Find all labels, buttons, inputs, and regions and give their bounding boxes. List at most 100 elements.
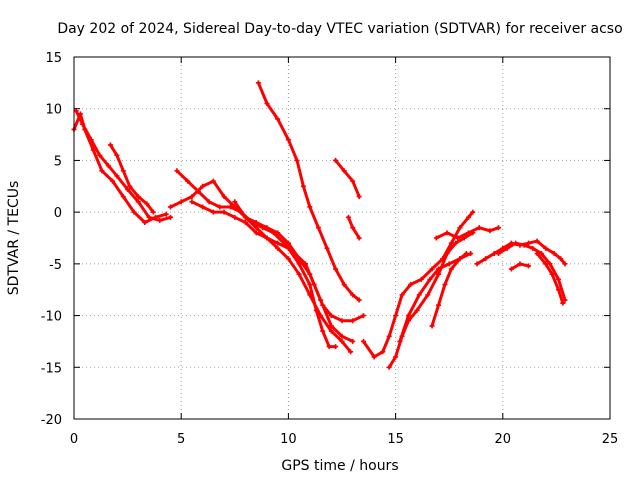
data-series [71,80,568,370]
data-point [371,354,377,360]
data-point [185,178,191,184]
data-point [285,240,291,246]
data-point [275,245,281,251]
y-axis-label: SDTVAR / TECUs [6,181,22,296]
series-track-o [433,225,502,241]
series-line [334,158,361,199]
data-point [556,287,562,293]
data-point [513,240,519,246]
data-point [275,240,281,246]
data-point [356,297,362,303]
data-point [228,204,234,210]
y-tick-label: -5 [49,258,62,273]
data-point [142,219,148,225]
data-point [435,271,441,277]
data-point [146,214,152,220]
data-point [350,178,356,184]
data-point [328,323,334,329]
grid-lines [74,57,610,419]
data-point [315,225,321,231]
data-point [380,349,386,355]
y-tick-label: -20 [41,413,62,428]
data-point [491,251,497,257]
data-point [105,163,111,169]
data-point [457,256,463,262]
data-point [163,211,169,217]
data-point [200,204,206,210]
data-point [496,251,502,257]
data-point [534,251,540,257]
data-point [433,235,439,241]
series-track-h [255,80,362,303]
y-tick-label: 10 [45,103,62,118]
plot-frame [73,56,611,420]
data-point [418,276,424,282]
data-point [496,225,502,231]
axis-ticks [73,56,611,420]
data-point [339,338,345,344]
data-point [348,349,354,355]
data-point [517,261,523,267]
data-point [457,225,463,231]
data-point [345,214,351,220]
series-line [233,200,355,343]
data-point [350,225,356,231]
data-point [455,235,461,241]
data-point [144,201,150,207]
data-point [386,333,392,339]
data-point [296,261,302,267]
data-point [200,183,206,189]
data-point [446,261,452,267]
series-line [361,210,475,359]
data-point [547,261,553,267]
data-point [120,194,126,200]
data-point [562,261,568,267]
series-track-r [508,261,532,272]
data-point [114,152,120,158]
series-line [74,109,172,222]
data-point [206,199,212,205]
y-tick-label: 0 [54,206,62,221]
x-tick-labels: 0 5 10 15 20 25 [70,432,618,447]
data-point [167,214,173,220]
data-point [463,251,469,257]
data-point [210,178,216,184]
series-track-s [534,251,566,306]
series-track-p [474,238,568,267]
data-point [341,282,347,288]
data-point [468,251,474,257]
data-point [320,328,326,334]
data-point [534,238,540,244]
series-line [256,81,361,302]
data-point [416,292,422,298]
data-point [243,214,249,220]
data-point [356,235,362,241]
data-point [397,338,403,344]
data-point [232,199,238,205]
data-point [114,173,120,179]
x-tick-label: 20 [495,432,512,447]
series-track-g [232,199,356,344]
data-point [448,240,454,246]
series-track-q [496,240,568,303]
series-track-b [73,108,173,223]
data-point [435,302,441,308]
data-point [333,266,339,272]
data-point [538,251,544,257]
data-point [393,313,399,319]
data-point [465,230,471,236]
x-tick-label: 10 [280,432,297,447]
data-point [442,282,448,288]
data-point [504,245,510,251]
data-point [255,80,261,86]
data-point [318,313,324,319]
series-track-k [360,209,476,360]
data-point [521,242,527,248]
data-point [476,225,482,231]
data-point [429,323,435,329]
series-line [72,112,168,224]
data-point [408,282,414,288]
data-point [483,256,489,262]
data-point [350,338,356,344]
